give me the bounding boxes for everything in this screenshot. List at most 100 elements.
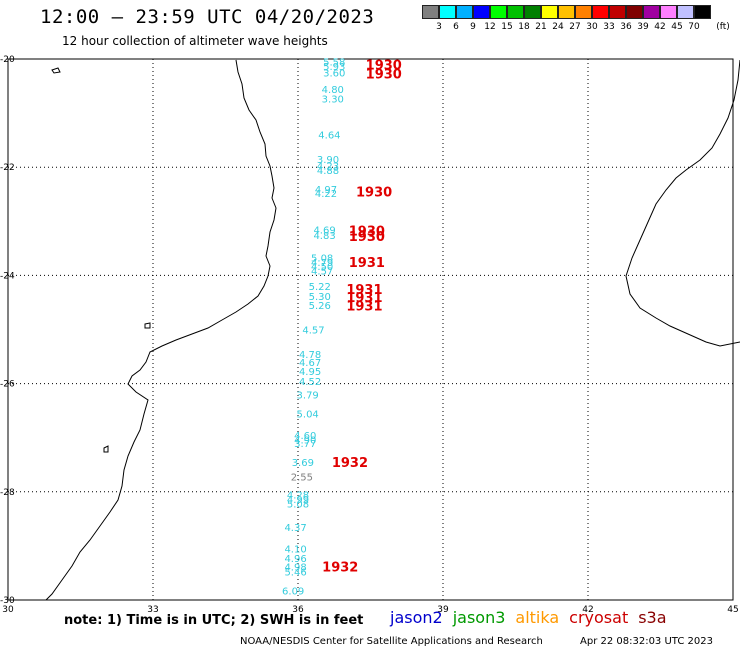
pass-time-label: 1930 [366,68,402,83]
color-swatch [575,5,592,19]
wave-height-value: 4.22 [315,189,337,200]
wave-height-value: 4.37 [284,523,306,534]
latitude-tick-labels: -20 -22 -24 -26 -28 -30 [0,55,15,606]
wave-height-value: 4.57 [302,326,324,337]
color-swatch [439,5,456,19]
color-swatch [609,5,626,19]
wave-height-value: 4.52 [299,377,321,388]
pass-time-label: 1931 [349,256,385,271]
satellite-s3a: s3a [638,608,667,627]
wave-height-value: 4.79 [311,258,333,269]
color-label: 30 [586,22,598,32]
color-swatch [541,5,558,19]
color-swatch [660,5,677,19]
longitude-tick: 33 [147,605,158,615]
wave-height-value: 4.83 [313,231,335,242]
longitude-tick: 30 [2,605,14,615]
wave-height-value: 4.64 [318,131,340,142]
wave-height-value: 4.23 [317,162,339,173]
color-label: 70 [688,22,700,32]
latitude-tick: -28 [0,488,15,498]
wave-height-value: 4.69 [313,225,335,236]
wave-height-value: 4.96 [284,554,306,565]
satellite-jason2: jason2 [390,608,443,627]
longitude-tick: 36 [292,605,304,615]
pass-time-label: 1931 [346,291,382,306]
color-label: 39 [637,22,649,32]
longitude-tick-labels: 30 33 36 39 42 45 [2,605,738,615]
wave-height-value: 5.30 [309,292,331,303]
wave-height-value: 3.30 [322,94,344,105]
color-swatch [422,5,439,19]
map-subtitle: 12 hour collection of altimeter wave hei… [62,34,328,48]
wave-height-value: 4.97 [315,185,337,196]
latitude-tick: -26 [0,380,15,390]
pass-time-label: 1932 [322,560,358,575]
color-label: 36 [620,22,632,32]
timestamp-text: Apr 22 08:32:03 UTC 2023 [580,636,713,647]
color-swatch [524,5,541,19]
color-swatch [473,5,490,19]
color-label: 9 [470,22,476,32]
wave-height-value: 2.55 [291,473,313,484]
wave-height-value: 5.08 [287,500,309,511]
satellite-legend: jason2 jason3 altika cryosat s3a [390,608,677,627]
pass-time-label: 1930 [366,58,402,73]
wave-height-value: 4.95 [299,367,321,378]
wave-height-value: 4.80 [322,85,344,96]
color-swatch [507,5,524,19]
longitude-tick: 42 [582,605,593,615]
wave-height-value: 5.22 [309,282,331,293]
pass-time-label: 1932 [332,456,368,471]
wave-height-value: 5.46 [284,567,306,578]
latitude-tick: -24 [0,271,15,281]
color-swatch [626,5,643,19]
units-note: note: 1) Time is in UTC; 2) SWH is in fe… [64,613,364,628]
wave-height-value: 5.08 [311,254,333,265]
pass-time-label: 1931 [346,283,382,298]
wave-height-value: 3.90 [317,155,339,166]
wave-height-labels: 5.585.933.60 4.803.30 4.64 3.904.234.88 4.97… [282,58,345,598]
color-label: 24 [552,22,564,32]
wave-height-value: 4.67 [299,358,321,369]
wave-height-value: 4.57 [311,267,333,278]
color-swatch [694,5,711,19]
color-label: 15 [501,22,513,32]
color-label: 18 [518,22,530,32]
wave-height-value: 4.50 [311,262,333,273]
wave-height-value: 3.79 [297,390,319,401]
latitude-tick: -22 [0,163,15,173]
color-swatch [490,5,507,19]
wave-height-value: 6.09 [282,586,304,597]
wave-height-value: 5.26 [309,301,331,312]
color-swatch [592,5,609,19]
wave-height-value: 5.58 [323,58,345,69]
color-swatch [456,5,473,19]
wave-height-value: 4.60 [294,431,316,442]
pass-time-label: 1930 [349,230,385,245]
color-label: 3 [436,22,442,32]
lat-lon-grid [8,59,733,600]
color-label: 6 [453,22,459,32]
pass-time-labels: 1930193019301930193019311931193119311932… [322,58,402,575]
pass-time-label: 1930 [356,186,392,201]
coastline-africa-madagascar-icon [45,59,740,601]
map-title: 12:00 – 23:59 UTC 04/20/2023 [40,6,375,28]
wave-height-value: 3.60 [323,69,345,80]
satellite-cryosat: cryosat [569,608,629,627]
longitude-tick: 39 [437,605,449,615]
wave-height-value: 4.88 [317,166,339,177]
satellite-altika: altika [515,608,560,627]
color-swatch [643,5,660,19]
wave-height-value: 4.78 [299,350,321,361]
wave-height-value: 4.10 [284,545,306,556]
color-unit: (ft) [716,22,730,32]
wave-height-value: 3.69 [292,458,314,469]
latitude-tick: -20 [0,55,15,65]
satellite-jason3: jason3 [452,608,506,627]
credit-text: NOAA/NESDIS Center for Satellite Applica… [240,636,543,647]
map-frame [7,58,734,601]
wave-height-value: 3.77 [294,439,316,450]
color-label: 21 [535,22,547,32]
